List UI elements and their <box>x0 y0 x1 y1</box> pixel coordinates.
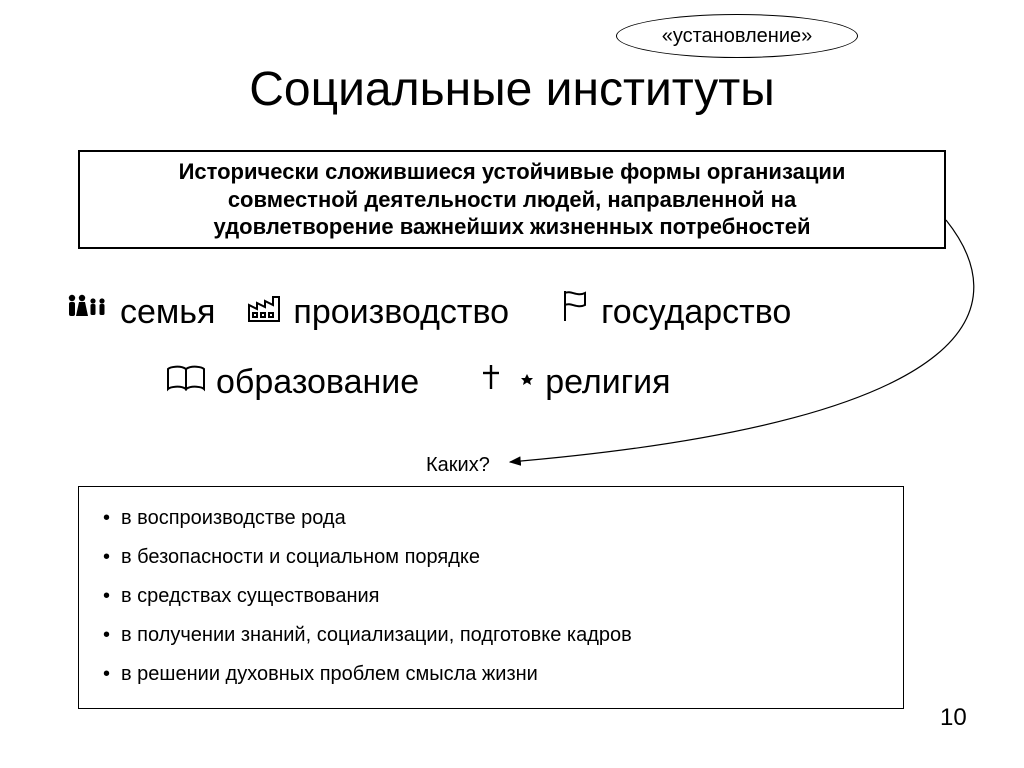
page-number-text: 10 <box>940 704 967 731</box>
institutions-row-2: образование религия <box>166 360 671 402</box>
family-icon <box>66 290 110 326</box>
religion-icon <box>481 360 535 396</box>
institution-label: образование <box>216 363 419 402</box>
institutions-row-1: семья производство <box>66 288 791 332</box>
institution-production: производство <box>247 290 509 332</box>
institution-family: семья <box>66 290 215 332</box>
needs-item: в безопасности и социальном порядке <box>95 538 887 577</box>
institution-label: производство <box>293 293 509 332</box>
institution-label: религия <box>545 363 670 402</box>
institution-label: государство <box>601 293 791 332</box>
institution-religion: религия <box>481 360 670 402</box>
needs-box: в воспроизводстве рода в безопасности и … <box>78 486 904 709</box>
slide-title: Социальные институты <box>0 62 1024 117</box>
page-number: 10 <box>940 704 967 732</box>
slide-title-text: Социальные институты <box>249 63 775 116</box>
etymology-oval: «установление» <box>616 14 858 58</box>
slide: «установление» Социальные институты Исто… <box>0 0 1024 768</box>
definition-line: совместной деятельности людей, направлен… <box>90 186 934 214</box>
flag-icon <box>561 288 591 324</box>
needs-item: в получении знаний, социализации, подгот… <box>95 616 887 655</box>
institution-state: государство <box>561 288 791 332</box>
definition-box: Исторически сложившиеся устойчивые формы… <box>78 150 946 249</box>
institution-label: семья <box>120 293 215 332</box>
question-text: Каких? <box>426 454 490 476</box>
definition-line: удовлетворение важнейших жизненных потре… <box>90 213 934 241</box>
factory-icon <box>247 290 283 326</box>
needs-item: в воспроизводстве рода <box>95 499 887 538</box>
needs-item: в средствах существования <box>95 577 887 616</box>
question-label: Каких? <box>426 454 490 477</box>
definition-line: Исторически сложившиеся устойчивые формы… <box>90 158 934 186</box>
institution-education: образование <box>166 361 419 402</box>
needs-item: в решении духовных проблем смысла жизни <box>95 655 887 694</box>
book-icon <box>166 361 206 397</box>
needs-list: в воспроизводстве рода в безопасности и … <box>95 499 887 694</box>
etymology-text: «установление» <box>662 25 813 48</box>
